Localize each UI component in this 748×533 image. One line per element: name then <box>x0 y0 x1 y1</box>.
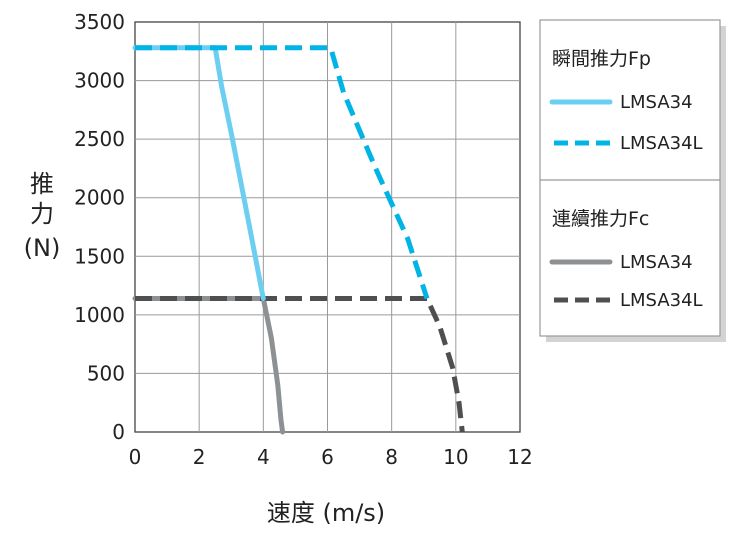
y-axis-title-line-2: 力 <box>30 200 54 228</box>
legend-item-fp-lmsa34: LMSA34 <box>620 92 693 113</box>
legend-group-title-fp: 瞬間推力Fp <box>552 48 651 70</box>
y-axis-ticks: 0 500 1000 1500 2000 2500 3000 3500 <box>74 10 125 444</box>
x-tick-label-12: 12 <box>507 445 532 469</box>
y-tick-label-3500: 3500 <box>74 10 125 34</box>
y-axis-title-line-3: (N) <box>24 234 61 262</box>
x-tick-label-8: 8 <box>385 445 398 469</box>
y-tick-label-500: 500 <box>87 361 125 385</box>
y-tick-label-1000: 1000 <box>74 303 125 327</box>
x-tick-label-0: 0 <box>129 445 142 469</box>
y-tick-label-2500: 2500 <box>74 127 125 151</box>
x-tick-label-10: 10 <box>443 445 468 469</box>
y-tick-label-3000: 3000 <box>74 69 125 93</box>
legend-group-title-fc: 連續推力Fc <box>552 208 649 230</box>
legend-item-fp-lmsa34l: LMSA34L <box>620 133 703 154</box>
grid <box>134 21 521 433</box>
legend: 瞬間推力Fp LMSA34 LMSA34L 連續推力Fc LMSA34 LMSA… <box>539 19 726 342</box>
y-tick-label-0: 0 <box>112 420 125 444</box>
series-line-fc-lmsa34 <box>132 296 286 435</box>
series-line-fc-lmsa34l <box>135 296 465 433</box>
x-axis-ticks: 0 2 4 6 8 10 12 <box>129 445 533 469</box>
series-line-fp-lmsa34l <box>135 45 430 300</box>
legend-item-fc-lmsa34l: LMSA34L <box>620 290 703 311</box>
y-tick-label-2000: 2000 <box>74 186 125 210</box>
x-tick-label-6: 6 <box>321 445 334 469</box>
legend-item-fc-lmsa34: LMSA34 <box>620 252 693 273</box>
y-tick-label-1500: 1500 <box>74 244 125 268</box>
x-axis-title: 速度 (m/s) <box>267 499 385 527</box>
y-axis-title-line-1: 推 <box>30 170 54 198</box>
legend-box <box>539 19 721 337</box>
x-tick-label-2: 2 <box>193 445 206 469</box>
series-lines <box>132 45 465 435</box>
x-tick-label-4: 4 <box>257 445 270 469</box>
